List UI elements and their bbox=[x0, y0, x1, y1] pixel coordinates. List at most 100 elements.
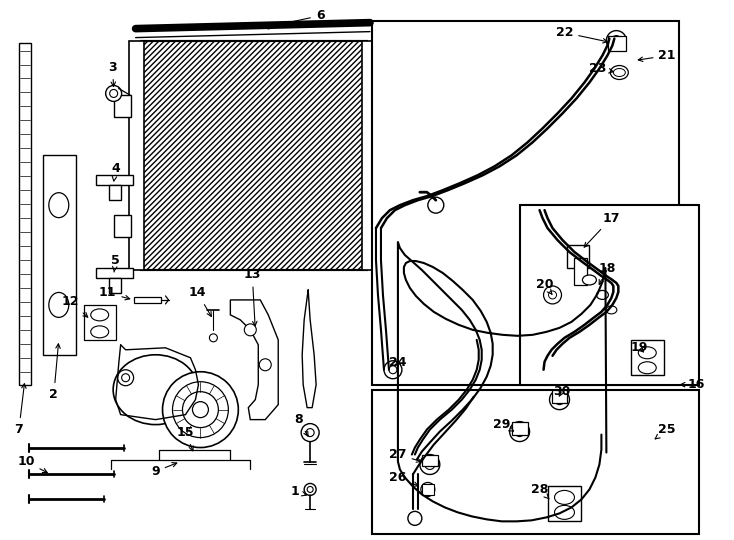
Circle shape bbox=[554, 395, 564, 404]
Text: 30: 30 bbox=[553, 385, 570, 398]
Circle shape bbox=[307, 487, 313, 492]
Bar bbox=[373, 109, 393, 129]
Bar bbox=[19, 43, 31, 384]
Bar bbox=[372, 390, 700, 534]
Text: 3: 3 bbox=[109, 61, 117, 86]
Circle shape bbox=[301, 423, 319, 442]
Text: 21: 21 bbox=[639, 49, 676, 62]
Circle shape bbox=[106, 85, 122, 102]
Text: 20: 20 bbox=[536, 279, 553, 294]
Bar bbox=[608, 36, 626, 51]
Circle shape bbox=[122, 374, 130, 382]
Text: 6: 6 bbox=[264, 9, 324, 29]
Bar bbox=[422, 455, 437, 467]
Text: 15: 15 bbox=[177, 426, 195, 451]
Ellipse shape bbox=[554, 490, 575, 504]
Bar bbox=[372, 21, 679, 384]
Text: 10: 10 bbox=[17, 455, 47, 472]
Text: 8: 8 bbox=[294, 413, 308, 436]
Bar bbox=[520, 205, 700, 384]
Circle shape bbox=[389, 366, 397, 374]
Text: 27: 27 bbox=[389, 448, 421, 462]
Text: 29: 29 bbox=[493, 418, 514, 431]
Bar bbox=[109, 185, 120, 200]
Circle shape bbox=[420, 455, 440, 475]
Bar bbox=[373, 215, 393, 235]
Bar bbox=[551, 390, 567, 403]
Polygon shape bbox=[230, 300, 278, 420]
Bar bbox=[43, 156, 76, 355]
Text: 19: 19 bbox=[631, 341, 648, 354]
Ellipse shape bbox=[91, 326, 109, 338]
Ellipse shape bbox=[606, 306, 617, 314]
Circle shape bbox=[162, 372, 239, 448]
Text: 18: 18 bbox=[599, 261, 616, 285]
Bar bbox=[141, 40, 367, 270]
Text: 16: 16 bbox=[680, 378, 705, 391]
Bar bbox=[114, 96, 131, 117]
Ellipse shape bbox=[639, 347, 656, 359]
Text: 2: 2 bbox=[49, 344, 60, 401]
Circle shape bbox=[109, 90, 117, 97]
Circle shape bbox=[544, 286, 562, 304]
Bar bbox=[114, 215, 131, 237]
Ellipse shape bbox=[639, 362, 656, 374]
Text: 25: 25 bbox=[655, 423, 676, 439]
Circle shape bbox=[428, 197, 444, 213]
Circle shape bbox=[117, 370, 134, 386]
Bar bbox=[95, 268, 133, 278]
Text: 12: 12 bbox=[62, 295, 88, 317]
Text: 1: 1 bbox=[291, 485, 306, 498]
Circle shape bbox=[192, 402, 208, 417]
Ellipse shape bbox=[583, 275, 597, 285]
Text: 7: 7 bbox=[15, 384, 26, 436]
Circle shape bbox=[425, 460, 435, 469]
Text: 23: 23 bbox=[589, 62, 614, 75]
Text: 28: 28 bbox=[531, 483, 549, 499]
Bar bbox=[631, 340, 664, 375]
Circle shape bbox=[550, 390, 570, 410]
Circle shape bbox=[548, 291, 556, 299]
Ellipse shape bbox=[614, 69, 625, 77]
Circle shape bbox=[183, 392, 219, 428]
Ellipse shape bbox=[91, 309, 109, 321]
Circle shape bbox=[421, 482, 435, 496]
Text: 9: 9 bbox=[151, 463, 177, 478]
Ellipse shape bbox=[554, 505, 575, 519]
Text: 14: 14 bbox=[189, 286, 211, 316]
Ellipse shape bbox=[49, 193, 69, 218]
Text: 24: 24 bbox=[389, 356, 407, 369]
Bar bbox=[362, 40, 377, 270]
Bar bbox=[134, 297, 161, 303]
Bar bbox=[512, 422, 528, 435]
Circle shape bbox=[209, 334, 217, 342]
Circle shape bbox=[244, 324, 256, 336]
Bar bbox=[575, 258, 587, 285]
Text: 4: 4 bbox=[112, 162, 120, 181]
Circle shape bbox=[425, 487, 431, 492]
Circle shape bbox=[259, 359, 272, 371]
Ellipse shape bbox=[113, 355, 198, 424]
Text: 5: 5 bbox=[112, 253, 120, 272]
Ellipse shape bbox=[611, 65, 628, 79]
Circle shape bbox=[304, 483, 316, 495]
Ellipse shape bbox=[49, 293, 69, 318]
Bar bbox=[422, 484, 434, 495]
Ellipse shape bbox=[597, 291, 608, 299]
Text: 17: 17 bbox=[584, 212, 620, 247]
Circle shape bbox=[509, 422, 529, 442]
Circle shape bbox=[384, 361, 402, 379]
Circle shape bbox=[306, 429, 314, 436]
Bar bbox=[109, 278, 120, 293]
Bar bbox=[95, 176, 133, 185]
Circle shape bbox=[172, 382, 228, 437]
Bar bbox=[128, 40, 144, 270]
Bar bbox=[84, 305, 116, 340]
Text: 26: 26 bbox=[389, 471, 418, 486]
Bar bbox=[141, 40, 367, 270]
Bar bbox=[548, 487, 581, 521]
Text: 11: 11 bbox=[99, 286, 130, 300]
Circle shape bbox=[606, 31, 626, 51]
Circle shape bbox=[408, 511, 422, 525]
Text: 13: 13 bbox=[244, 268, 261, 326]
